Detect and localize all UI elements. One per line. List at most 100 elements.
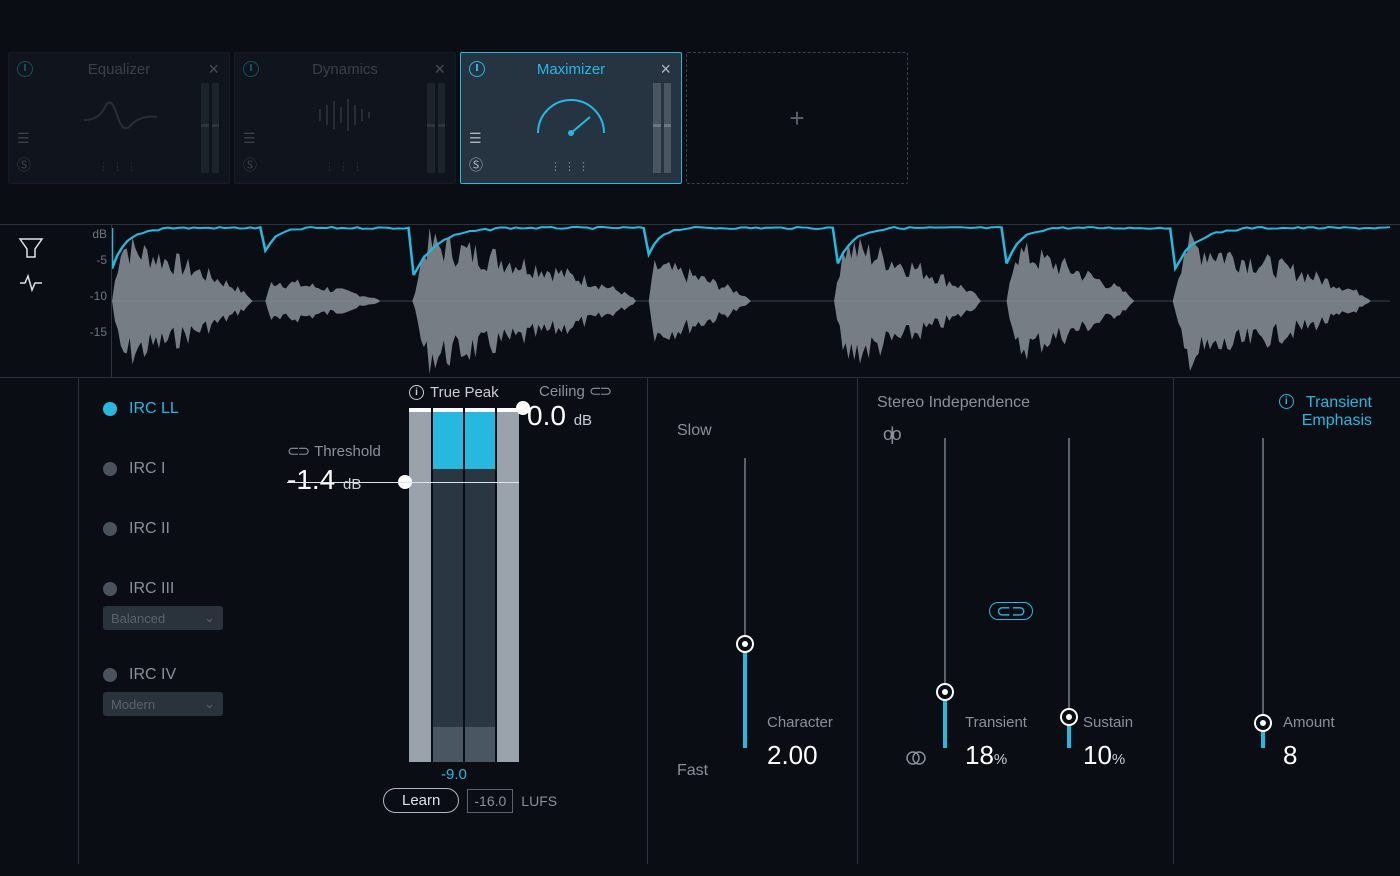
solo-icon[interactable]: Ⓢ: [17, 155, 31, 175]
transient-emphasis-slider[interactable]: [1233, 438, 1293, 748]
irc-mode-i[interactable]: IRC I: [103, 460, 223, 478]
lufs-input[interactable]: -16.0: [467, 789, 513, 813]
maximizer-controls: IRC LL IRC I IRC II IRC III Balanced ⌄ I…: [78, 378, 1400, 864]
close-icon[interactable]: ×: [434, 59, 445, 80]
threshold-label: Threshold: [314, 443, 381, 460]
ceiling-handle[interactable]: [516, 401, 530, 415]
module-side-icons: ☰ Ⓢ: [243, 130, 257, 175]
mini-meters: [427, 83, 445, 173]
close-icon[interactable]: ×: [660, 59, 671, 80]
module-dynamics[interactable]: Dynamics × ☰ Ⓢ ⋮⋮⋮: [234, 52, 456, 184]
gain-meter[interactable]: [409, 408, 519, 762]
mini-meters: [653, 83, 671, 173]
irc-label: IRC III: [129, 580, 174, 598]
character-slider[interactable]: [715, 458, 775, 748]
sustain-slider[interactable]: [1039, 438, 1099, 748]
stereo-merged-icon: [905, 750, 927, 769]
learn-button[interactable]: Learn: [383, 788, 459, 813]
radio-dot-icon: [103, 668, 117, 682]
true-peak-header: i True Peak: [409, 384, 499, 401]
sustain-unit: %: [1112, 751, 1125, 768]
irc-mode-iv[interactable]: IRC IV: [103, 666, 223, 684]
activity-icon[interactable]: [18, 273, 44, 293]
irc-label: IRC IV: [129, 666, 176, 684]
mini-meters: [201, 83, 219, 173]
transient-unit: %: [994, 751, 1007, 768]
character-bottom-label: Fast: [677, 762, 708, 780]
waveform-canvas[interactable]: [112, 225, 1390, 377]
irc4-preset-select[interactable]: Modern ⌄: [103, 692, 223, 716]
character-top-label: Slow: [677, 422, 712, 440]
sustain-number: 10: [1083, 740, 1112, 770]
info-icon[interactable]: i: [409, 385, 424, 400]
transient-label: Transient: [965, 714, 1027, 731]
irc-mode-ii[interactable]: IRC II: [103, 520, 223, 538]
true-peak-block: i True Peak Ceiling ⊂⊃ 0.0 dB ⊂⊃ Thresho…: [367, 378, 707, 864]
y-tick: -10: [90, 289, 107, 303]
chevron-down-icon: ⌄: [204, 696, 215, 712]
irc-label: IRC LL: [129, 400, 179, 418]
radio-dot-icon: [103, 402, 117, 416]
stereo-split-icon: o|o: [883, 424, 899, 445]
grip-icon[interactable]: ⋮⋮⋮: [324, 160, 366, 173]
stereo-link-button[interactable]: ⊂⊃: [989, 602, 1033, 620]
waveform-view-icons: [18, 237, 44, 293]
transient-emphasis-label: i TransientEmphasis: [1279, 394, 1372, 430]
irc-mode-list: IRC LL IRC I IRC II IRC III Balanced ⌄ I…: [103, 400, 223, 716]
ceiling-number: 0.0: [527, 400, 566, 431]
add-module-button[interactable]: +: [686, 52, 908, 184]
list-icon[interactable]: ☰: [469, 130, 483, 147]
threshold-value[interactable]: -1.4 dB: [287, 464, 361, 496]
y-tick: -15: [90, 325, 107, 339]
power-icon[interactable]: [17, 61, 33, 77]
list-icon[interactable]: ☰: [17, 130, 31, 147]
threshold-number: -1.4: [287, 464, 335, 495]
y-tick: -5: [96, 253, 107, 267]
waveform-y-axis: dB -5 -10 -15: [78, 225, 112, 377]
character-label: Character: [767, 714, 833, 731]
list-icon[interactable]: ☰: [243, 130, 257, 147]
chevron-down-icon: ⌄: [204, 610, 215, 626]
irc-mode-iii[interactable]: IRC III: [103, 580, 223, 598]
waveform-panel: dB -5 -10 -15: [0, 224, 1400, 378]
sustain-value[interactable]: 10%: [1083, 740, 1125, 771]
threshold-unit: dB: [343, 476, 361, 493]
power-icon[interactable]: [469, 61, 485, 77]
grip-icon[interactable]: ⋮⋮⋮: [550, 160, 592, 173]
te-amount-value[interactable]: 8: [1283, 740, 1297, 771]
ceiling-value[interactable]: 0.0 dB: [527, 400, 592, 432]
learn-row: Learn -16.0 LUFS: [383, 788, 557, 813]
module-title: Dynamics: [312, 61, 378, 78]
y-unit: dB: [92, 227, 107, 241]
module-strip: Equalizer × ☰ Ⓢ ⋮⋮⋮ Dynamics ×: [8, 52, 908, 184]
solo-icon[interactable]: Ⓢ: [243, 155, 257, 175]
link-icon[interactable]: ⊂⊃: [589, 383, 610, 400]
solo-icon[interactable]: Ⓢ: [469, 155, 483, 175]
funnel-icon[interactable]: [18, 237, 44, 259]
module-equalizer[interactable]: Equalizer × ☰ Ⓢ ⋮⋮⋮: [8, 52, 230, 184]
link-icon[interactable]: ⊂⊃: [287, 442, 308, 460]
ceiling-label-row: Ceiling ⊂⊃: [539, 382, 610, 400]
transient-slider[interactable]: [915, 438, 975, 748]
maximizer-icon: [526, 87, 616, 143]
irc4-preset-value: Modern: [111, 697, 155, 712]
close-icon[interactable]: ×: [208, 59, 219, 80]
power-icon[interactable]: [243, 61, 259, 77]
stereo-section-label: Stereo Independence: [877, 394, 1030, 412]
module-maximizer[interactable]: Maximizer × ☰ Ⓢ ⋮⋮⋮: [460, 52, 682, 184]
te-line2: Emphasis: [1302, 412, 1372, 429]
module-side-icons: ☰ Ⓢ: [17, 130, 31, 175]
equalizer-icon: [74, 87, 164, 143]
irc-mode-ll[interactable]: IRC LL: [103, 400, 223, 418]
grip-icon[interactable]: ⋮⋮⋮: [98, 160, 140, 173]
irc3-preset-select[interactable]: Balanced ⌄: [103, 606, 223, 630]
info-icon[interactable]: i: [1279, 394, 1294, 409]
irc3-preset-value: Balanced: [111, 611, 165, 626]
character-value[interactable]: 2.00: [767, 740, 818, 771]
radio-dot-icon: [103, 522, 117, 536]
threshold-guideline: [287, 482, 519, 483]
sustain-label: Sustain: [1083, 714, 1133, 731]
radio-dot-icon: [103, 582, 117, 596]
true-peak-label: True Peak: [430, 384, 499, 401]
transient-value[interactable]: 18%: [965, 740, 1007, 771]
